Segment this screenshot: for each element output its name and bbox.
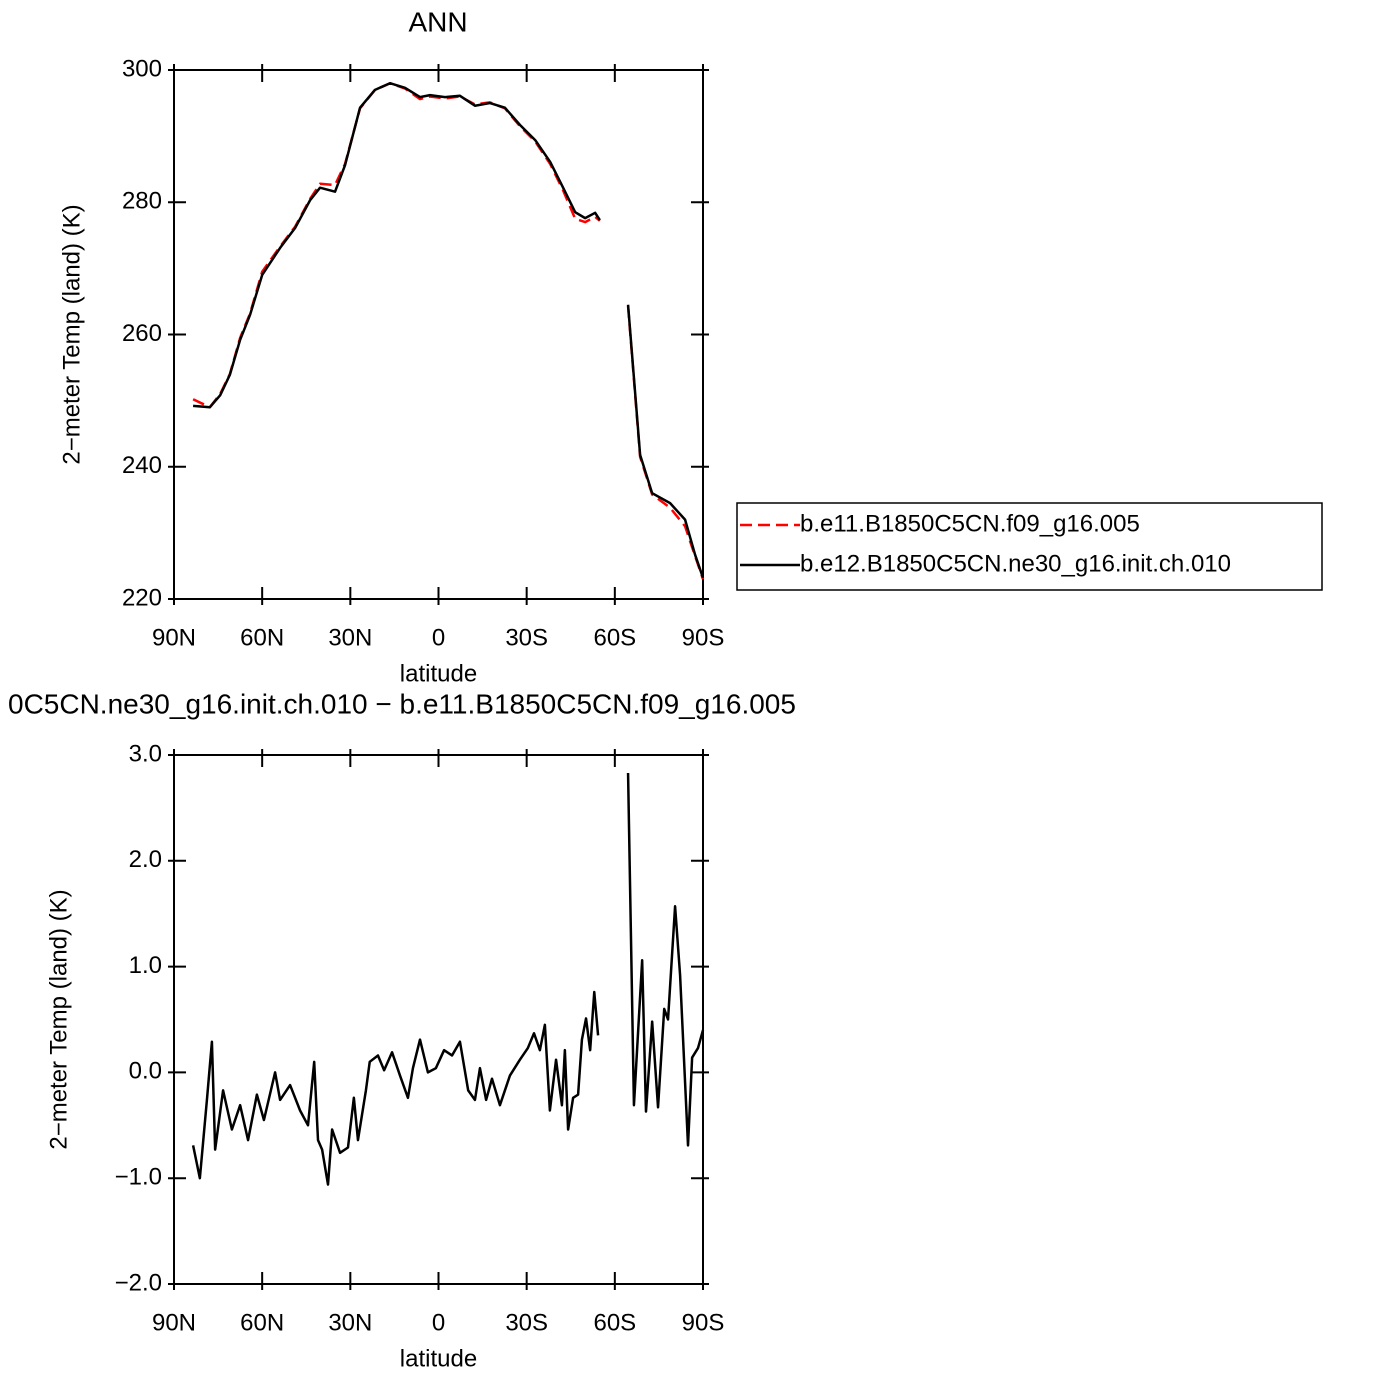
x-tick-label: 90S: [682, 1309, 725, 1336]
y-tick-label: 3.0: [129, 740, 162, 767]
x-tick-label: 0: [432, 1309, 445, 1336]
y-tick-label: 240: [122, 452, 162, 479]
y-tick-label: −1.0: [115, 1164, 162, 1191]
y-tick-label: 300: [122, 55, 162, 82]
x-tick-label: 60N: [240, 624, 284, 651]
x-tick-label: 30S: [505, 1309, 548, 1336]
chart-title: ANN: [408, 6, 467, 37]
chart-title: 0C5CN.ne30_g16.init.ch.010 − b.e11.B1850…: [8, 688, 796, 719]
data-line: [191, 772, 705, 1186]
plot-frame: [173, 69, 704, 600]
y-tick-label: 260: [122, 320, 162, 347]
x-tick-label: 90N: [152, 624, 196, 651]
y-axis-label: 2−meter Temp (land) (K): [45, 889, 72, 1149]
x-axis-label: latitude: [400, 1345, 477, 1372]
x-tick-label: 60S: [593, 624, 636, 651]
x-tick-label: 90N: [152, 1309, 196, 1336]
y-tick-label: 220: [122, 584, 162, 611]
x-tick-label: 90S: [682, 624, 725, 651]
data-line: [192, 81, 705, 580]
y-tick-label: 2.0: [129, 846, 162, 873]
x-tick-label: 30S: [505, 624, 548, 651]
x-tick-label: 60S: [593, 1309, 636, 1336]
legend-box: [736, 502, 1323, 591]
x-axis-label: latitude: [400, 660, 477, 687]
y-tick-label: 0.0: [129, 1058, 162, 1085]
y-tick-label: −2.0: [115, 1269, 162, 1296]
y-axis-label: 2−meter Temp (land) (K): [58, 204, 85, 464]
y-tick-label: 1.0: [129, 952, 162, 979]
x-tick-label: 60N: [240, 1309, 284, 1336]
legend-label: b.e12.B1850C5CN.ne30_g16.init.ch.010: [800, 550, 1231, 577]
legend-label: b.e11.B1850C5CN.f09_g16.005: [800, 510, 1140, 537]
y-tick-label: 280: [122, 188, 162, 215]
x-tick-label: 30N: [328, 624, 372, 651]
x-tick-label: 30N: [328, 1309, 372, 1336]
data-line: [193, 81, 705, 579]
x-tick-label: 0: [432, 624, 445, 651]
plot-frame: [173, 754, 704, 1285]
